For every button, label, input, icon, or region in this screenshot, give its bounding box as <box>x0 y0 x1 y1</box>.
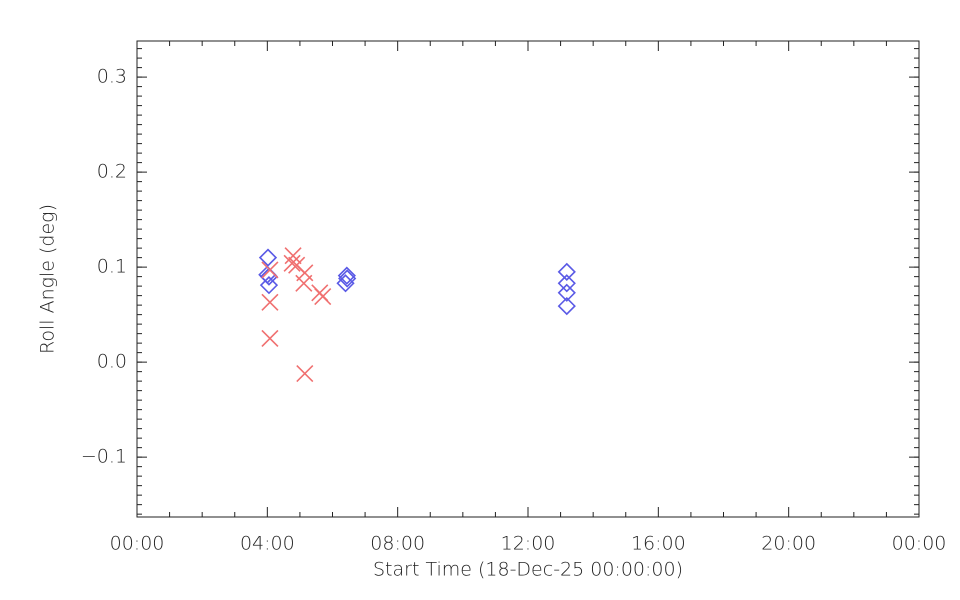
x-axis-label: Start Time (18-Dec-25 00:00:00) <box>373 559 683 581</box>
point <box>557 262 576 282</box>
y-tick-label: 0.1 <box>97 256 127 278</box>
x-tick-label: 08:00 <box>370 533 425 555</box>
point <box>296 364 314 383</box>
y-tick-label: 0.0 <box>97 351 127 373</box>
x-tick-label: 20:00 <box>761 533 816 555</box>
point <box>557 283 576 302</box>
x-tick-label: 04:00 <box>240 533 295 555</box>
point <box>259 276 279 295</box>
point <box>337 266 356 285</box>
point <box>261 329 279 347</box>
point <box>295 274 313 292</box>
y-tick-label: −0.1 <box>81 446 127 468</box>
point <box>261 261 279 279</box>
plot-frame <box>136 40 920 518</box>
point <box>261 293 279 311</box>
x-tick-label: 00:00 <box>110 533 165 555</box>
y-tick-label: 0.3 <box>97 66 127 88</box>
x-tick-label: 12:00 <box>501 533 556 555</box>
point <box>336 274 355 293</box>
x-tick-label: 00:00 <box>892 533 947 555</box>
point <box>557 274 576 293</box>
point <box>338 269 357 288</box>
point <box>283 254 301 272</box>
point <box>258 248 278 267</box>
point <box>557 296 576 316</box>
y-axis-label: Roll Angle (deg) <box>37 204 59 354</box>
point <box>314 288 332 306</box>
point <box>284 247 302 265</box>
y-tick-label: 0.2 <box>97 161 127 183</box>
x-tick-label: 16:00 <box>631 533 686 555</box>
